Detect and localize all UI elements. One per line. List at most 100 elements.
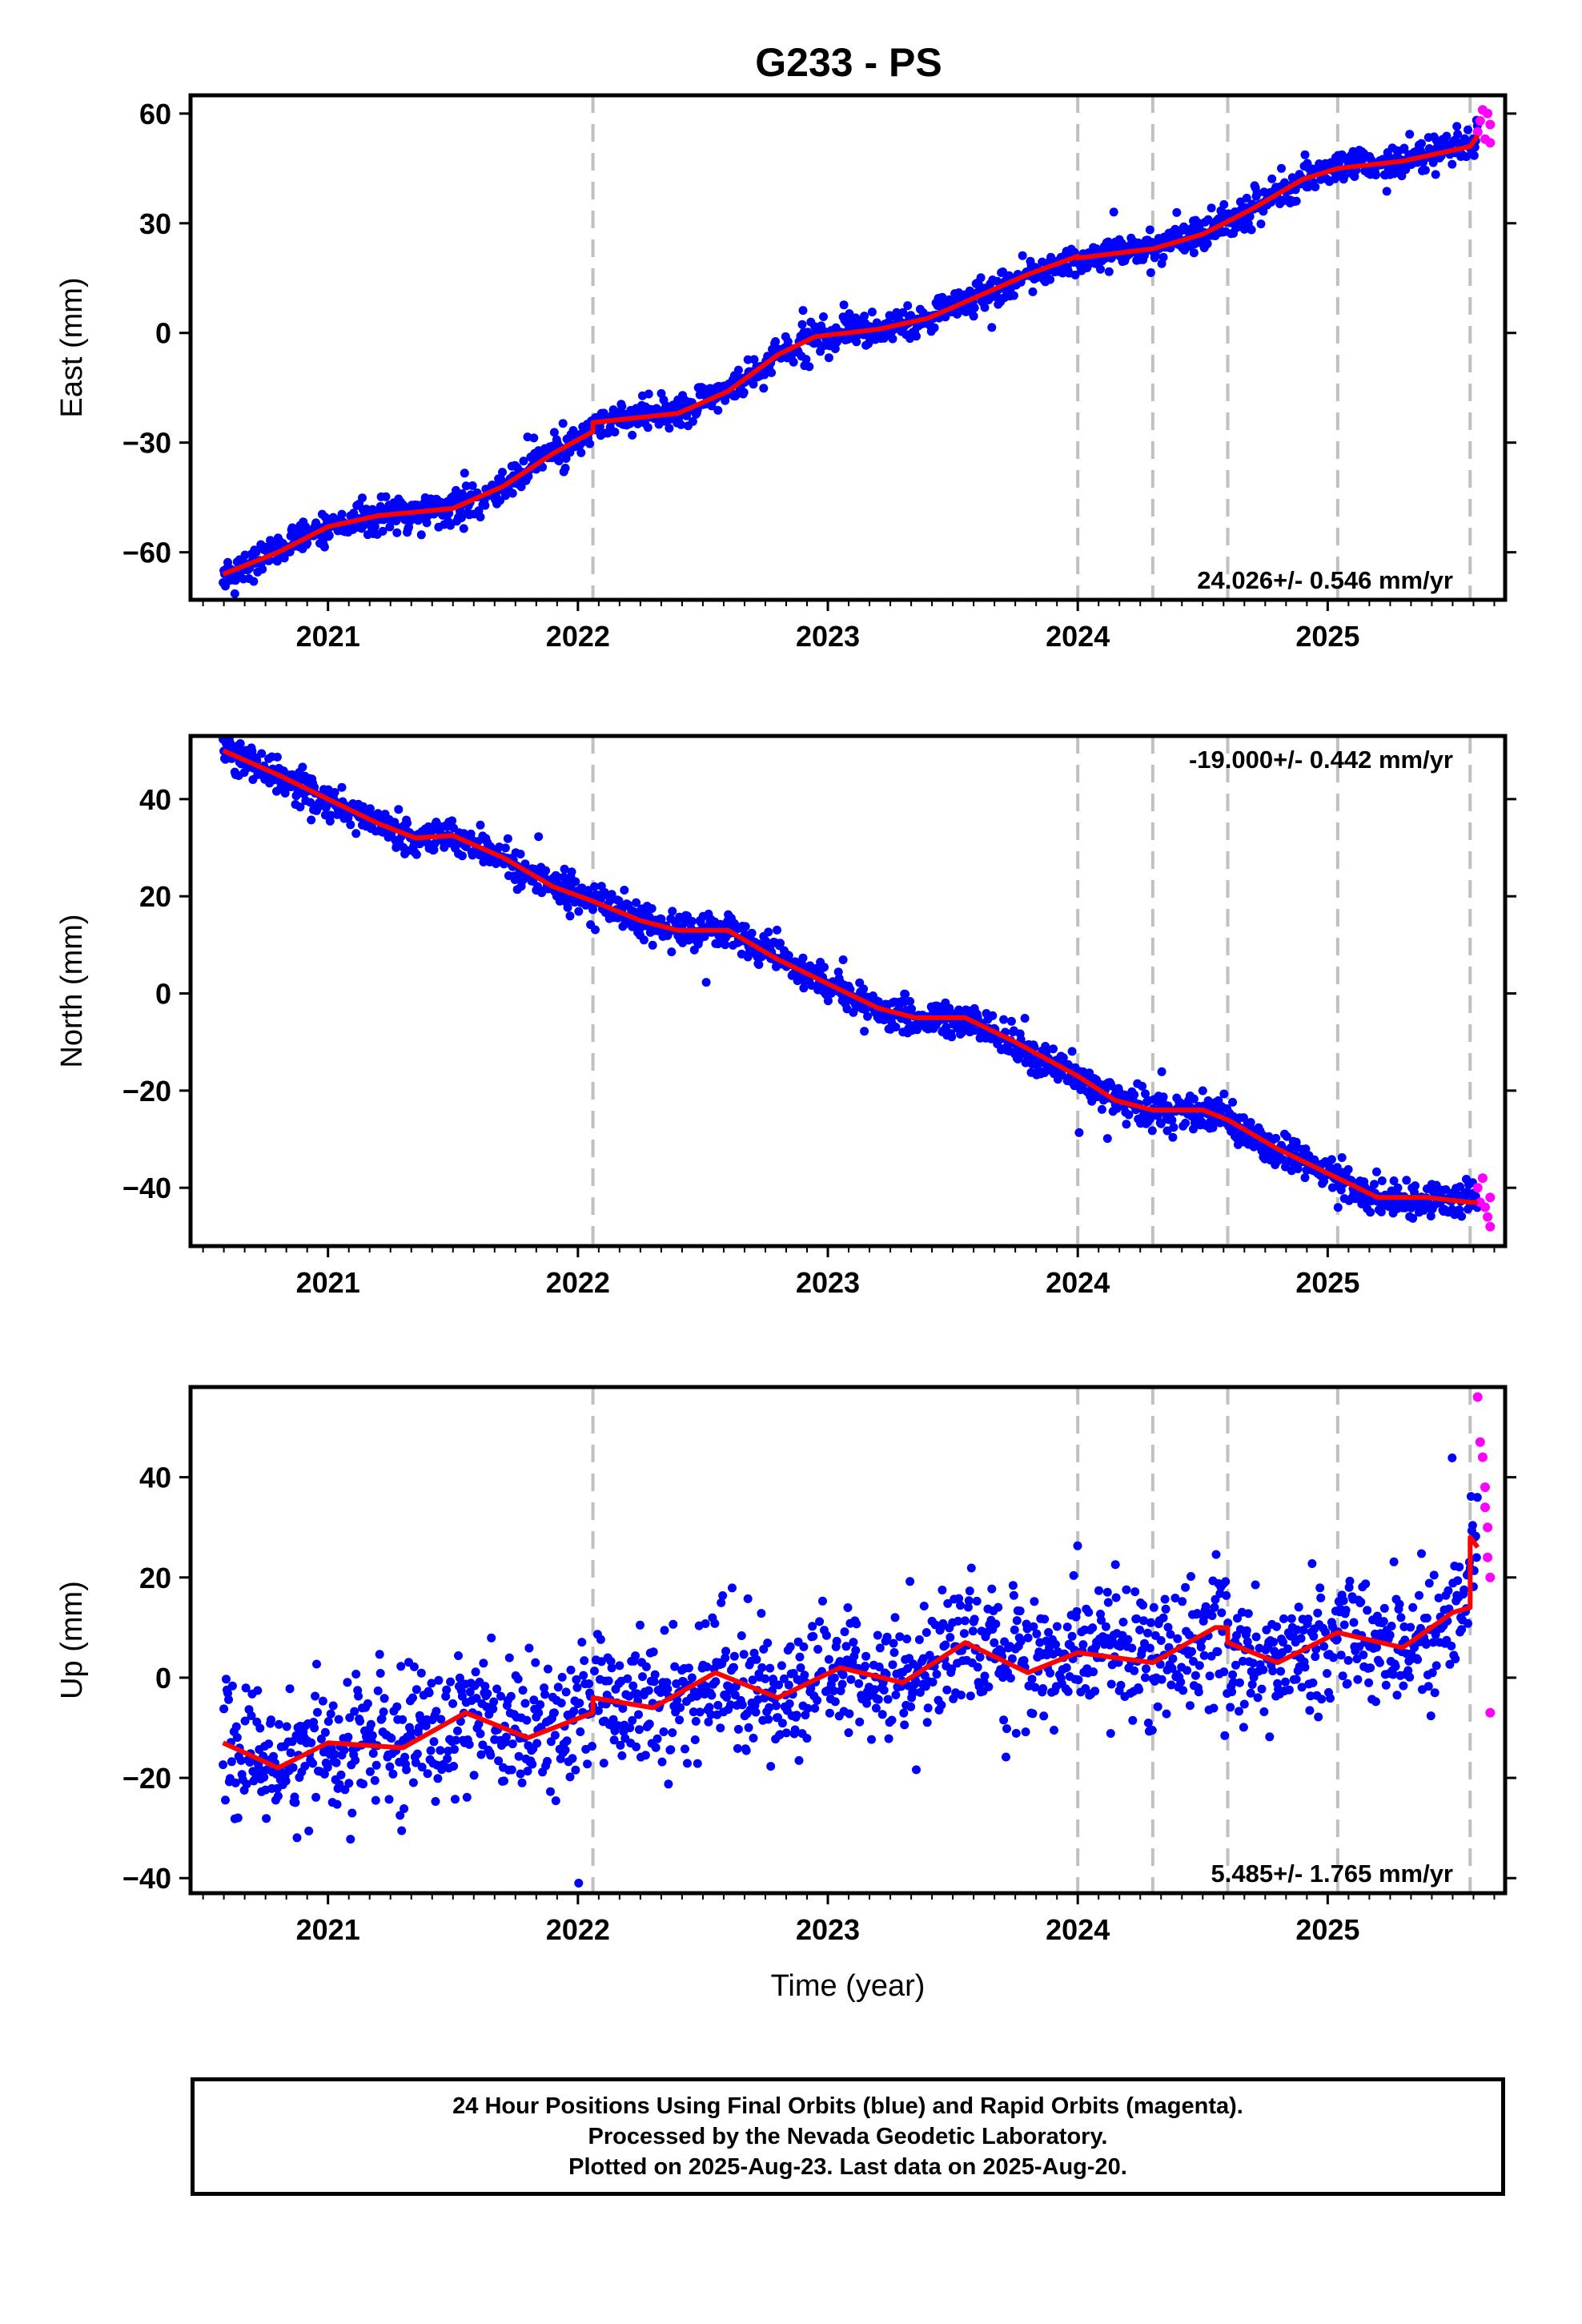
final-point — [614, 896, 624, 906]
final-point — [1002, 1752, 1010, 1762]
final-point — [1153, 1702, 1162, 1711]
final-point — [1243, 1637, 1252, 1647]
final-point — [451, 1795, 460, 1804]
final-point — [716, 1723, 725, 1733]
final-point — [843, 1603, 853, 1612]
final-point — [1291, 1675, 1301, 1684]
final-point — [1145, 225, 1154, 235]
final-point — [359, 802, 367, 811]
final-point — [219, 1760, 228, 1770]
final-point — [810, 1703, 820, 1713]
final-point — [255, 1723, 265, 1733]
final-point — [813, 1645, 823, 1654]
final-point — [1253, 1693, 1263, 1703]
final-point — [743, 1594, 753, 1603]
final-point — [1010, 1625, 1019, 1634]
final-point — [1246, 1118, 1255, 1127]
final-point — [733, 1743, 742, 1753]
final-point — [781, 1728, 791, 1738]
final-point — [861, 1662, 870, 1671]
final-point — [688, 416, 697, 426]
final-point — [343, 1732, 353, 1742]
final-point — [251, 548, 261, 557]
final-point — [640, 1751, 650, 1760]
final-point — [429, 1737, 439, 1747]
final-point — [524, 472, 533, 481]
final-point — [576, 1727, 585, 1736]
final-point — [1219, 1667, 1229, 1677]
final-point — [666, 1745, 676, 1755]
final-point — [1300, 150, 1310, 159]
final-point — [615, 1661, 624, 1671]
final-point — [1009, 291, 1018, 300]
final-point — [1051, 1640, 1060, 1649]
final-point — [844, 1728, 853, 1738]
final-point — [572, 1683, 582, 1692]
final-point — [1428, 1638, 1438, 1647]
final-point — [1338, 1671, 1347, 1681]
final-point — [808, 1622, 817, 1631]
final-point — [1431, 1661, 1441, 1671]
final-point — [432, 1707, 441, 1716]
final-point — [789, 357, 798, 367]
final-point — [236, 1755, 246, 1765]
final-point — [1109, 207, 1118, 217]
final-point — [259, 1772, 269, 1782]
final-point — [784, 951, 793, 960]
final-point — [737, 1631, 746, 1640]
final-point — [430, 838, 440, 848]
final-point — [1207, 1611, 1217, 1620]
final-point — [1247, 225, 1256, 235]
final-point — [664, 1779, 673, 1789]
rate-label: 24.026+/- 0.546 mm/yr — [1197, 566, 1453, 594]
final-point — [546, 1787, 555, 1796]
final-point — [328, 1701, 338, 1711]
final-point — [975, 1652, 985, 1662]
final-point — [1246, 1688, 1255, 1698]
panel-frame — [188, 1385, 1508, 1896]
final-point — [343, 1678, 352, 1687]
final-point — [1455, 1562, 1464, 1572]
final-point — [1251, 1580, 1260, 1590]
final-point — [529, 433, 539, 443]
final-point — [898, 308, 908, 317]
final-point — [1186, 1701, 1195, 1711]
final-point — [628, 430, 637, 440]
final-point — [531, 1658, 540, 1667]
final-point — [721, 940, 730, 950]
final-point — [351, 829, 361, 838]
plot-area — [219, 736, 1496, 1246]
final-point — [761, 1674, 770, 1683]
final-point — [1319, 1642, 1329, 1651]
final-point — [1402, 1176, 1411, 1185]
final-point — [620, 886, 629, 895]
final-point — [1457, 1212, 1467, 1221]
final-point — [1011, 1728, 1021, 1738]
final-point — [544, 1664, 552, 1674]
final-point — [1421, 1639, 1431, 1649]
final-point — [1248, 1659, 1258, 1668]
final-point — [282, 1722, 291, 1731]
final-point — [809, 1631, 818, 1641]
final-point — [851, 1646, 861, 1655]
rate-label: 5.485+/- 1.765 mm/yr — [1211, 1860, 1453, 1888]
final-point — [454, 1651, 463, 1660]
final-point — [650, 1670, 660, 1679]
final-point — [1073, 1541, 1082, 1550]
final-point — [1434, 1593, 1443, 1602]
final-point — [1396, 1613, 1406, 1622]
final-point — [776, 939, 785, 948]
final-point — [792, 1711, 801, 1720]
final-point — [524, 1643, 534, 1653]
final-point — [662, 1678, 672, 1687]
final-point — [240, 1716, 250, 1726]
final-point — [747, 928, 757, 938]
final-point — [1336, 1651, 1346, 1660]
final-point — [522, 1715, 532, 1725]
rapid-point — [1472, 127, 1483, 137]
final-point — [1081, 1684, 1090, 1693]
final-point — [560, 864, 569, 874]
final-point — [324, 531, 334, 541]
final-point — [802, 1734, 812, 1743]
final-point — [563, 903, 572, 912]
